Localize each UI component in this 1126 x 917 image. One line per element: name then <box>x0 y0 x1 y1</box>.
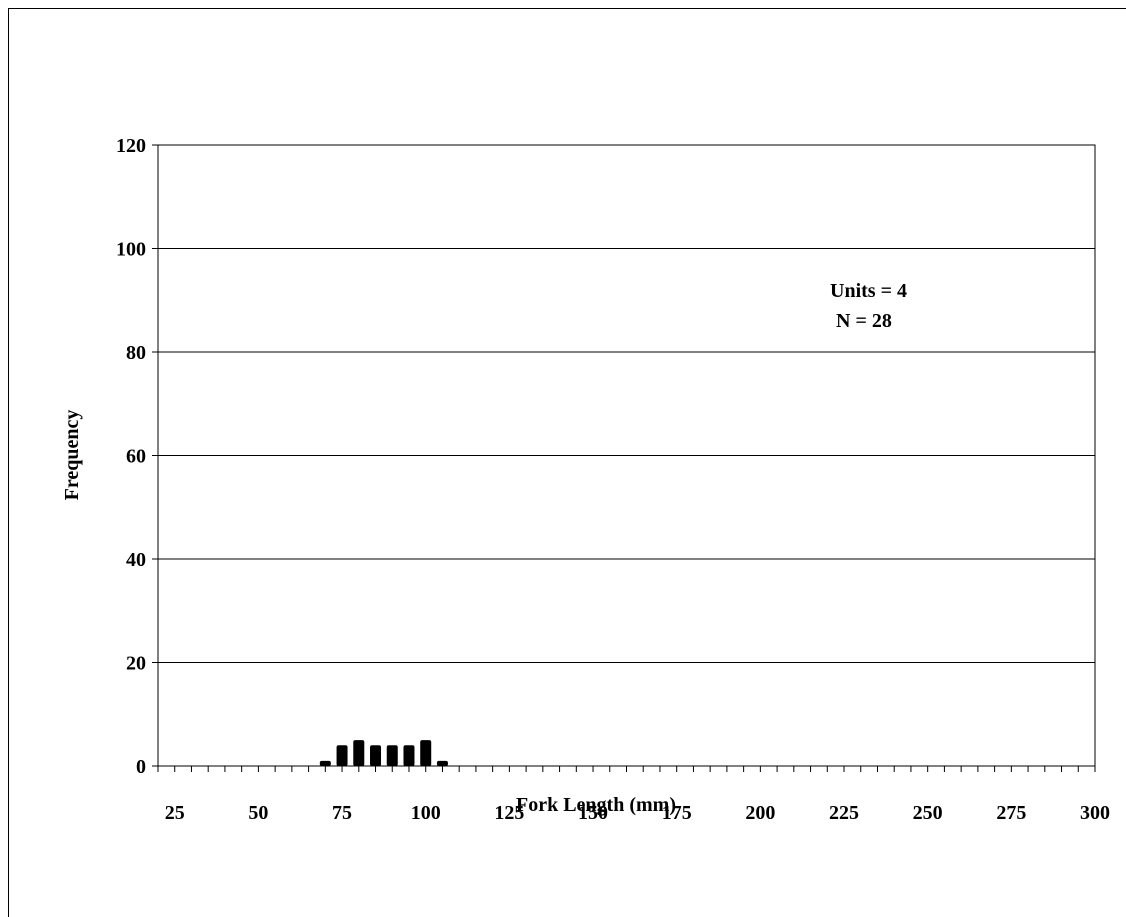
y-tick-label: 60 <box>126 446 146 468</box>
gridlines <box>158 248 1095 663</box>
bars <box>319 740 448 766</box>
y-tick-label: 20 <box>126 653 146 675</box>
x-tick-label: 75 <box>332 802 352 824</box>
y-tick-label: 40 <box>126 549 146 571</box>
annotation-n: N = 28 <box>836 310 892 332</box>
x-axis-title: Fork Length (mm) <box>516 794 676 816</box>
x-tick-label: 250 <box>913 802 943 824</box>
y-tick-label: 100 <box>116 239 146 261</box>
y-axis: 0 20 40 60 80 100 120 <box>116 135 158 778</box>
y-tick-label: 0 <box>136 756 146 778</box>
x-tick-label: 25 <box>165 802 185 824</box>
y-tick-label: 80 <box>126 342 146 364</box>
x-axis: 25 50 75 100 125 150 175 200 225 250 275 300 <box>157 766 1110 824</box>
y-axis-title: Frequency <box>61 410 83 501</box>
bar <box>436 760 448 766</box>
x-tick-label: 175 <box>662 802 692 824</box>
x-tick-label: 300 <box>1080 802 1110 824</box>
x-tick-label: 150 <box>578 802 608 824</box>
bar <box>353 740 365 766</box>
bar <box>420 740 432 766</box>
x-tick-label: 275 <box>996 802 1026 824</box>
bar <box>319 760 331 766</box>
x-tick-label: 200 <box>745 802 775 824</box>
bar <box>403 745 415 766</box>
y-tick-label: 120 <box>116 135 146 157</box>
bar <box>370 745 382 766</box>
chart-frame <box>8 8 1126 917</box>
x-tick-label: 125 <box>494 802 524 824</box>
annotation-units: Units = 4 <box>830 280 907 302</box>
x-tick-label: 100 <box>411 802 441 824</box>
x-tick-label: 50 <box>248 802 268 824</box>
bar <box>386 745 398 766</box>
bar <box>336 745 348 766</box>
x-tick-label: 225 <box>829 802 859 824</box>
